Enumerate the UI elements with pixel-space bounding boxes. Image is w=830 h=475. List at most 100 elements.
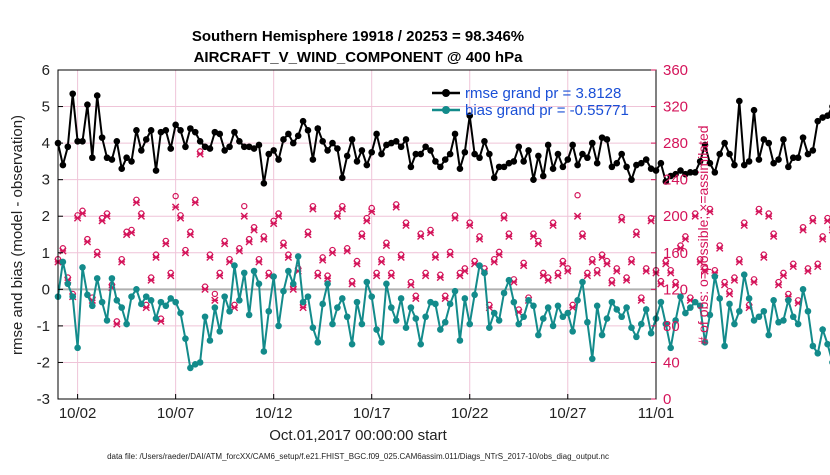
- rmse-point: [530, 176, 537, 183]
- bias-point: [687, 304, 694, 311]
- bias-point: [618, 313, 625, 320]
- bias-point: [138, 301, 145, 308]
- rmse-point: [810, 147, 817, 154]
- y-left-tick-label: 4: [42, 135, 50, 152]
- bias-point: [761, 308, 768, 315]
- bias-point: [128, 293, 135, 300]
- bias-point: [486, 324, 493, 331]
- bias-point: [491, 310, 498, 317]
- bias-point: [545, 304, 552, 311]
- y-right-tick-label: 40: [663, 354, 680, 371]
- rmse-point: [452, 131, 459, 138]
- y-left-tick-label: 0: [42, 281, 50, 298]
- bias-point: [216, 328, 223, 335]
- bias-point: [104, 317, 111, 324]
- rmse-point: [751, 107, 758, 114]
- legend-rmse-label: rmse grand pr = 3.8128: [465, 85, 621, 102]
- bias-point: [314, 339, 321, 346]
- bias-point: [810, 343, 817, 350]
- bias-point: [530, 302, 537, 309]
- rmse-point: [378, 151, 385, 158]
- bias-point: [736, 308, 743, 315]
- rmse-point: [177, 127, 184, 134]
- bias-point: [800, 286, 807, 293]
- bias-point: [403, 324, 410, 331]
- bias-point: [756, 313, 763, 320]
- bias-point: [633, 334, 640, 341]
- y-left-tick-label: -2: [37, 354, 50, 371]
- bias-point: [153, 315, 160, 322]
- rmse-point: [295, 133, 302, 140]
- bias-point: [795, 321, 802, 328]
- bias-point: [118, 304, 125, 311]
- rmse-point: [334, 145, 341, 152]
- rmse-point: [785, 164, 792, 171]
- bias-point: [383, 281, 390, 288]
- rmse-point: [314, 125, 321, 132]
- bias-point: [790, 313, 797, 320]
- y-right-tick-label: 80: [663, 318, 680, 335]
- bias-point: [275, 323, 282, 330]
- rmse-point: [300, 118, 307, 125]
- rmse-point: [589, 140, 596, 147]
- rmse-point: [207, 145, 214, 152]
- bias-point: [368, 293, 375, 300]
- rmse-point: [280, 136, 287, 143]
- bias-point: [515, 321, 522, 328]
- bias-point: [712, 273, 719, 280]
- bias-point: [422, 313, 429, 320]
- bias-point: [256, 281, 263, 288]
- rmse-point: [712, 169, 719, 176]
- rmse-point: [216, 131, 223, 138]
- bias-point: [726, 301, 733, 308]
- bias-point: [212, 304, 219, 311]
- rmse-point: [540, 173, 547, 180]
- y-right-tick-label: 280: [663, 135, 688, 152]
- bias-point: [74, 345, 81, 352]
- rmse-point: [775, 156, 782, 163]
- bias-point: [373, 326, 380, 333]
- rmse-point: [310, 156, 317, 163]
- bias-point: [334, 304, 341, 311]
- y-left-tick-label: -3: [37, 391, 50, 408]
- rmse-point: [555, 151, 562, 158]
- bias-point: [437, 326, 444, 333]
- bias-point: [452, 288, 459, 295]
- bias-point: [564, 310, 571, 317]
- rmse-point: [163, 127, 170, 134]
- bias-point: [638, 321, 645, 328]
- bias-point: [378, 339, 385, 346]
- bias-point: [525, 297, 532, 304]
- bias-point: [550, 323, 557, 330]
- bias-point: [148, 297, 155, 304]
- rmse-point: [128, 158, 135, 165]
- y-left-tick-label: 1: [42, 245, 50, 262]
- y-right-tick-label: 160: [663, 245, 688, 262]
- rmse-point: [550, 165, 557, 172]
- rmse-point: [192, 129, 199, 136]
- rmse-point: [368, 149, 375, 156]
- rmse-point: [60, 162, 67, 169]
- bias-point: [623, 304, 630, 311]
- rmse-point: [481, 138, 488, 145]
- rmse-point: [800, 134, 807, 141]
- rmse-point: [153, 167, 160, 174]
- rmse-point: [89, 154, 96, 161]
- bias-point: [310, 324, 317, 331]
- bias-point: [805, 308, 812, 315]
- bias-point: [785, 297, 792, 304]
- bias-point: [94, 275, 101, 282]
- bias-point: [364, 279, 371, 286]
- rmse-point: [560, 164, 567, 171]
- bias-point: [133, 286, 140, 293]
- y-right-tick-label: 320: [663, 99, 688, 116]
- rmse-point: [65, 143, 72, 150]
- bias-point: [89, 302, 96, 309]
- rmse-point: [231, 129, 238, 136]
- rmse-point: [604, 136, 611, 143]
- bias-point: [163, 302, 170, 309]
- bias-point: [471, 292, 478, 299]
- rmse-point: [545, 142, 552, 149]
- rmse-point: [197, 138, 204, 145]
- bias-point: [246, 312, 253, 319]
